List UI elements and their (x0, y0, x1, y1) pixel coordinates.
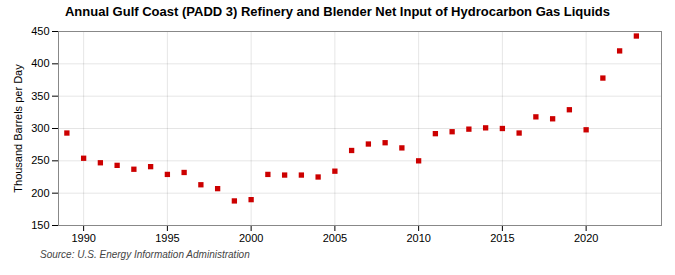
svg-text:250: 250 (31, 154, 49, 166)
svg-text:200: 200 (31, 187, 49, 199)
svg-text:Thousand Barrels per Day: Thousand Barrels per Day (12, 64, 24, 193)
svg-text:150: 150 (31, 219, 49, 231)
svg-text:1990: 1990 (71, 232, 95, 244)
svg-text:2005: 2005 (323, 232, 347, 244)
html-text:Annual Gulf Coast (PADD 3) Ref: Annual Gulf Coast (PADD 3) Refinery and … (65, 4, 610, 19)
svg-text:2015: 2015 (490, 232, 514, 244)
html-text:Source: U.S. Energy Informatio: Source: U.S. Energy Information Administ… (40, 249, 250, 260)
svg-text:350: 350 (31, 90, 49, 102)
svg-text:400: 400 (31, 57, 49, 69)
svg-text:2020: 2020 (574, 232, 598, 244)
svg-text:450: 450 (31, 25, 49, 37)
svg-text:2010: 2010 (406, 232, 430, 244)
svg-text:2000: 2000 (239, 232, 263, 244)
svg-text:300: 300 (31, 122, 49, 134)
svg-text:1995: 1995 (155, 232, 179, 244)
